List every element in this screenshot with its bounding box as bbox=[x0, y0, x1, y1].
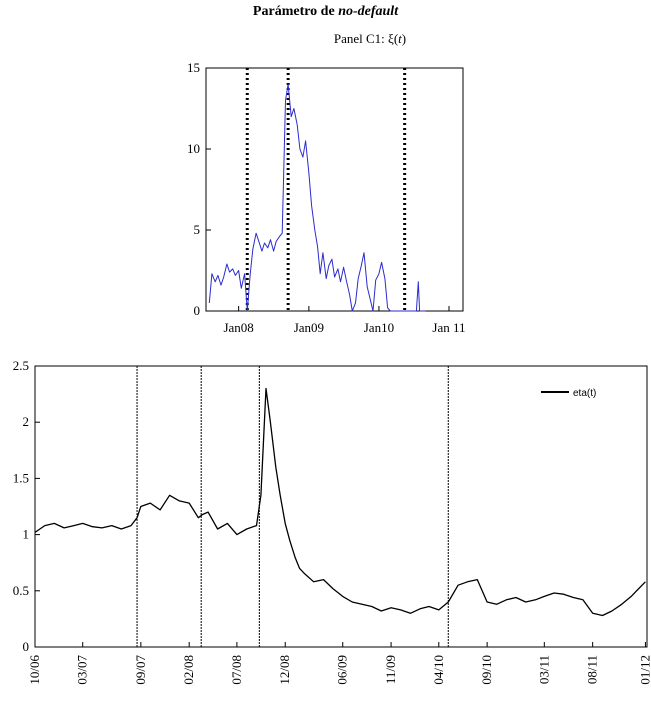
bottom-chart-y-tick-label: 2.5 bbox=[13, 358, 29, 373]
bottom-chart-legend-label: eta(t) bbox=[573, 388, 596, 399]
panel-title-close: ) bbox=[401, 31, 407, 46]
main-title: Parámetro de no-default bbox=[0, 4, 651, 20]
panel-title-var: t bbox=[398, 31, 402, 46]
bottom-chart-x-tick-label: 08/11 bbox=[585, 655, 600, 684]
bottom-chart-series-line bbox=[34, 387, 646, 617]
top-chart-x-tick-label: Jan08 bbox=[223, 320, 253, 335]
panel-title-prefix: Panel C1: bbox=[333, 31, 389, 46]
panel-title: Panel C1: ξ(t) bbox=[255, 31, 485, 47]
main-title-text: Parámetro de bbox=[252, 4, 335, 19]
top-chart-series-line bbox=[208, 83, 426, 312]
top-chart-x-tick-label: Jan09 bbox=[294, 320, 324, 335]
top-chart-y-tick-label: 5 bbox=[194, 222, 201, 237]
top-chart-y-tick-label: 10 bbox=[187, 141, 200, 156]
top-chart-y-tick-label: 0 bbox=[194, 303, 201, 318]
panel-title-symbol: ξ bbox=[388, 31, 394, 46]
top-chart: 0 5 10 15 Jan08 Jan09 Jan10 Jan 11 bbox=[187, 60, 466, 335]
bottom-chart-y-tick-label: 1.5 bbox=[13, 470, 29, 485]
top-chart-x-tick-label: Jan10 bbox=[364, 320, 394, 335]
bottom-chart: 0 0.5 1 1.5 2 2.5 10/06 03/07 09/07 02/08 07/08 12/… bbox=[13, 358, 651, 685]
bottom-chart-x-tick-label: 10/06 bbox=[27, 655, 42, 685]
top-chart-y-tick-label: 15 bbox=[187, 60, 200, 75]
bottom-chart-x-tick-label: 07/08 bbox=[229, 655, 244, 685]
bottom-chart-y-tick-label: 1 bbox=[23, 527, 30, 542]
bottom-chart-x-tick-label: 06/09 bbox=[335, 655, 350, 685]
bottom-chart-x-tick-label: 09/07 bbox=[133, 655, 148, 685]
bottom-chart-x-tick-label: 04/10 bbox=[431, 655, 446, 685]
top-chart-plot-frame bbox=[205, 67, 464, 312]
bottom-chart-x-tick-label: 11/09 bbox=[383, 655, 398, 684]
top-chart-x-tick-label: Jan 11 bbox=[432, 320, 465, 335]
panel-title-open: ( bbox=[393, 31, 399, 46]
bottom-chart-plot-frame bbox=[34, 365, 648, 648]
bottom-chart-x-tick-label: 01/12 bbox=[637, 655, 651, 685]
bottom-chart-x-tick-label: 03/11 bbox=[536, 655, 551, 684]
bottom-chart-x-tick-label: 02/08 bbox=[181, 655, 196, 685]
bottom-chart-y-tick-label: 2 bbox=[23, 414, 30, 429]
bottom-chart-y-tick-label: 0 bbox=[23, 639, 30, 654]
bottom-chart-y-tick-label: 0.5 bbox=[13, 583, 29, 598]
main-title-italic: no-default bbox=[338, 4, 399, 19]
bottom-chart-x-tick-label: 09/10 bbox=[479, 655, 494, 685]
bottom-chart-x-tick-label: 12/08 bbox=[277, 655, 292, 685]
bottom-chart-x-tick-label: 03/07 bbox=[75, 655, 90, 685]
